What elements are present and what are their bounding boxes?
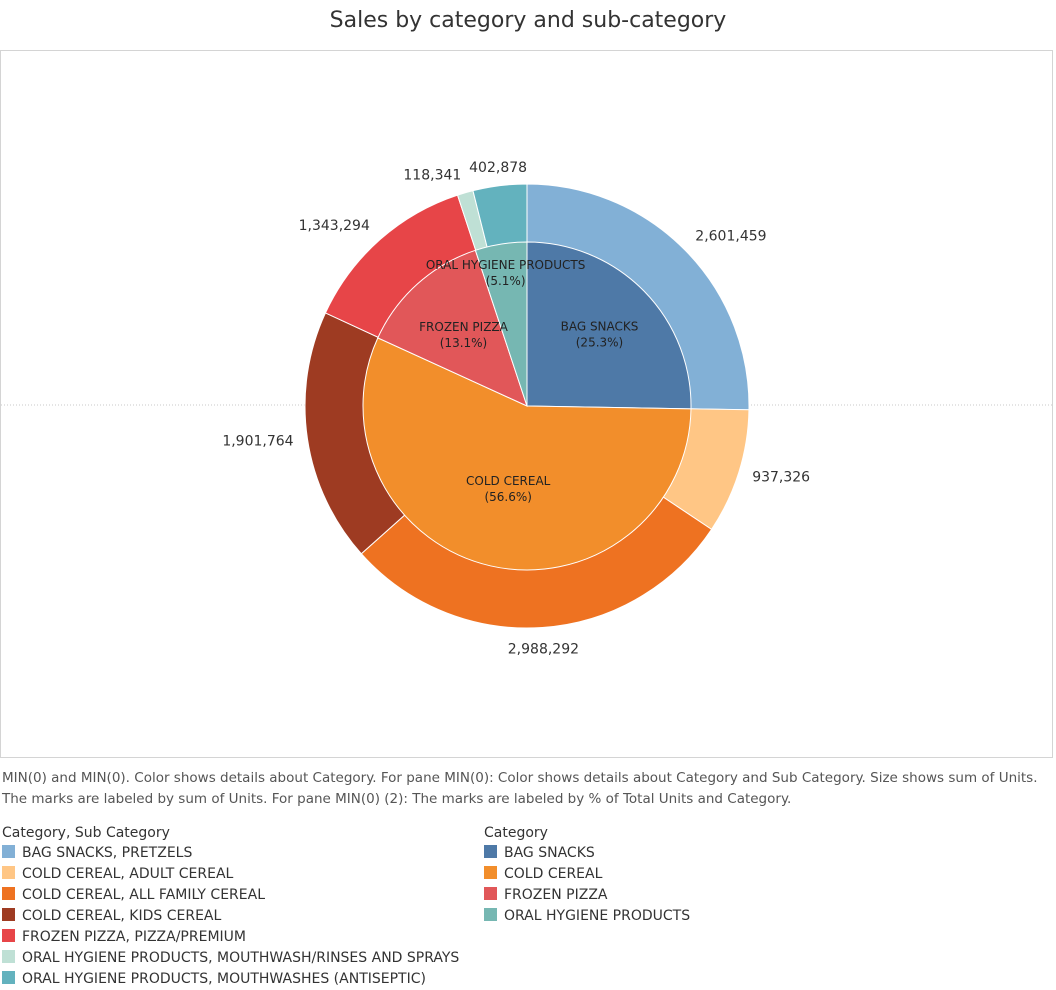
legend-title: Category, Sub Category [2, 825, 170, 841]
legend-label: FROZEN PIZZA [504, 887, 608, 903]
inner-slice-name-label: COLD CEREAL [466, 474, 551, 488]
legend-item[interactable]: ORAL HYGIENE PRODUCTS, MOUTHWASHES (ANTI… [2, 969, 459, 990]
legend-swatch [484, 845, 497, 858]
legend-label: BAG SNACKS, PRETZELS [22, 845, 193, 861]
legend-swatch [2, 887, 15, 900]
legend-swatch [484, 887, 497, 900]
legend-category: Category BAG SNACKS COLD CEREAL FROZEN PIZ… [484, 823, 690, 927]
outer-slice-label: 937,326 [752, 470, 810, 486]
inner-slice-name-label: ORAL HYGIENE PRODUCTS [426, 258, 586, 272]
legend-label: BAG SNACKS [504, 845, 595, 861]
chart-title: Sales by category and sub-category [329, 8, 727, 33]
inner-slice-percent-label: (25.3%) [576, 336, 623, 350]
legend-item[interactable]: COLD CEREAL, ADULT CEREAL [2, 864, 459, 885]
legend-label: COLD CEREAL [504, 866, 603, 882]
outer-slice-label: 1,343,294 [299, 218, 370, 234]
legend-label: COLD CEREAL, ALL FAMILY CEREAL [22, 887, 265, 903]
inner-slice-oral-hygiene-products[interactable] [474, 241, 528, 407]
legend-item[interactable]: ORAL HYGIENE PRODUCTS [484, 906, 690, 927]
inner-slice-name-label: FROZEN PIZZA [419, 320, 508, 334]
legend-swatch [2, 845, 15, 858]
legend-swatch [2, 908, 15, 921]
donut-chart: 2,601,459 937,326 2,988,292 1,901,764 1,343,… [1, 160, 1052, 658]
chart-caption: MIN(0) and MIN(0). Color shows details a… [2, 770, 1038, 807]
legend-swatch [2, 929, 15, 942]
legend-label: COLD CEREAL, ADULT CEREAL [22, 866, 234, 882]
inner-pie [362, 241, 692, 571]
inner-slice-percent-label: (56.6%) [484, 490, 531, 504]
legend-swatch [484, 908, 497, 921]
legend-label: ORAL HYGIENE PRODUCTS, MOUTHWASH/RINSES … [22, 950, 460, 966]
chart-frame: 2,601,459 937,326 2,988,292 1,901,764 1,343,… [0, 50, 1053, 758]
outer-slice-label: 1,901,764 [222, 434, 293, 450]
inner-slice-percent-label: (5.1%) [486, 274, 526, 288]
legend-item[interactable]: FROZEN PIZZA, PIZZA/PREMIUM [2, 927, 459, 948]
inner-slice-bag-snacks[interactable] [526, 241, 692, 410]
legend-label: FROZEN PIZZA, PIZZA/PREMIUM [22, 929, 246, 945]
legend-item[interactable]: ORAL HYGIENE PRODUCTS, MOUTHWASH/RINSES … [2, 948, 459, 969]
legend-label: ORAL HYGIENE PRODUCTS, MOUTHWASHES (ANTI… [22, 971, 426, 987]
legend-item[interactable]: COLD CEREAL, KIDS CEREAL [2, 906, 459, 927]
outer-slice-label: 402,878 [469, 160, 527, 176]
legend-swatch [2, 950, 15, 963]
inner-slice-cold-cereal[interactable] [362, 337, 692, 571]
legend-swatch [2, 971, 15, 984]
legend-swatch [2, 866, 15, 879]
inner-slice-percent-label: (13.1%) [440, 336, 487, 350]
legend-item[interactable]: FROZEN PIZZA [484, 885, 690, 906]
inner-slice-frozen-pizza[interactable] [377, 249, 528, 407]
legend-item[interactable]: COLD CEREAL, ALL FAMILY CEREAL [2, 885, 459, 906]
legend-label: ORAL HYGIENE PRODUCTS [504, 908, 691, 924]
legend-label: COLD CEREAL, KIDS CEREAL [22, 908, 222, 924]
inner-labels: BAG SNACKS (25.3%) COLD CEREAL (56.6%) FROZE… [419, 258, 638, 504]
outer-slice-label: 2,601,459 [695, 229, 766, 245]
legend-swatch [484, 866, 497, 879]
inner-slice-name-label: BAG SNACKS [561, 320, 639, 334]
legend-sub-category: Category, Sub Category BAG SNACKS, PRETZ… [2, 823, 459, 990]
outer-slice-label: 2,988,292 [508, 641, 579, 657]
legend-item[interactable]: BAG SNACKS, PRETZELS [2, 843, 459, 864]
legend-item[interactable]: BAG SNACKS [484, 843, 690, 864]
outer-labels: 2,601,459 937,326 2,988,292 1,901,764 1,343,… [222, 160, 810, 658]
legend-item[interactable]: COLD CEREAL [484, 864, 690, 885]
outer-slice-label: 118,341 [403, 167, 461, 183]
legend-title: Category [484, 825, 548, 841]
